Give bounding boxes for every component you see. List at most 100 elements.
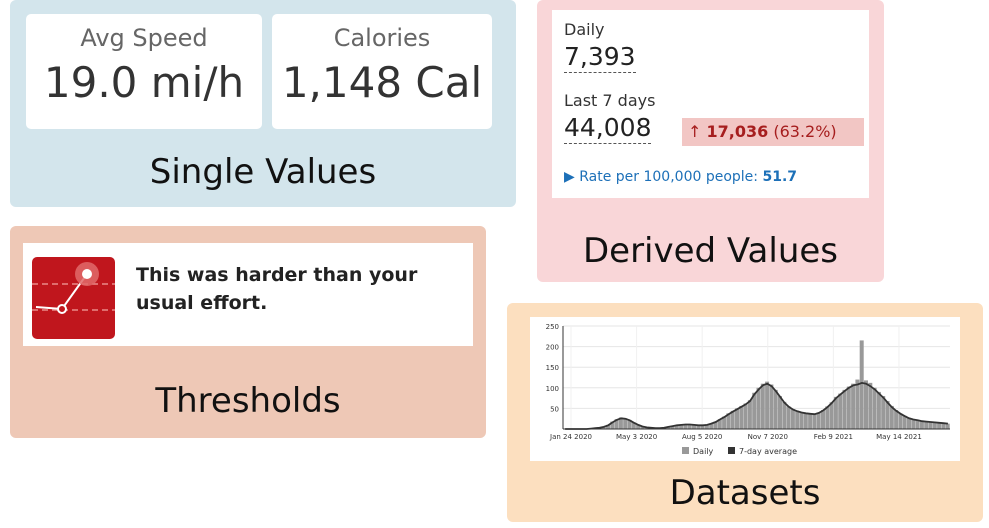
- daily-bar: [640, 426, 645, 429]
- change-value: 17,036: [706, 122, 769, 141]
- single-values-panel: Avg Speed 19.0 mi/h Calories 1,148 Cal S…: [10, 0, 516, 207]
- daily-label: Daily: [564, 20, 605, 39]
- derived-values-caption: Derived Values: [582, 231, 839, 271]
- daily-bar: [760, 383, 765, 429]
- daily-bar: [606, 424, 610, 429]
- daily-bar: [868, 382, 873, 429]
- daily-bar: [825, 406, 830, 429]
- daily-bar: [778, 396, 782, 429]
- daily-bar: [730, 410, 735, 429]
- daily-bar: [692, 424, 696, 429]
- daily-bar: [773, 389, 778, 429]
- daily-bar: [924, 421, 929, 429]
- y-tick-label: 200: [546, 344, 559, 352]
- daily-bar: [803, 413, 808, 429]
- daily-bar: [842, 389, 847, 429]
- x-tick-label: Feb 9 2021: [814, 433, 853, 441]
- daily-bar: [610, 421, 615, 429]
- x-tick-label: Jan 24 2020: [549, 433, 592, 441]
- daily-bar: [666, 426, 671, 429]
- datasets-caption: Datasets: [669, 473, 821, 513]
- daily-bar: [816, 412, 821, 429]
- daily-bar: [679, 424, 684, 429]
- daily-bar: [752, 392, 757, 429]
- daily-bar: [636, 424, 641, 429]
- y-tick-label: 100: [546, 385, 559, 393]
- rate-link[interactable]: ▶ Rate per 100,000 people: 51.7: [564, 169, 797, 185]
- last-7-days-value: 44,008: [564, 113, 652, 144]
- daily-bar: [674, 425, 679, 429]
- daily-bar: [885, 400, 890, 429]
- dataset-chart: 50 100 150 200 250 Jan 24 2020 May 3 2020 Aug 5…: [546, 323, 950, 456]
- avg-speed-value: 19.0 mi/h: [43, 58, 245, 107]
- daily-bar: [769, 384, 774, 429]
- daily-bar: [601, 426, 606, 429]
- daily-bar: [717, 419, 722, 429]
- daily-bar: [872, 387, 877, 429]
- daily-bar: [627, 419, 632, 429]
- daily-bar: [851, 383, 856, 429]
- daily-bar: [859, 340, 864, 429]
- daily-bar: [726, 413, 731, 429]
- expand-triangle-icon: ▶: [564, 169, 575, 185]
- y-tick-label: 250: [546, 323, 559, 331]
- daily-bar: [833, 396, 838, 429]
- daily-bar: [945, 423, 950, 429]
- daily-bar: [735, 408, 739, 429]
- x-tick-label: May 3 2020: [616, 433, 657, 441]
- daily-bar: [889, 405, 894, 429]
- up-arrow-icon: ↑: [688, 122, 702, 141]
- dataset-chart-card: 50 100 150 200 250 Jan 24 2020 May 3 2020 Aug 5…: [530, 317, 960, 461]
- rate-label: Rate per 100,000 people:: [579, 169, 759, 185]
- daily-bar: [704, 424, 709, 429]
- thresholds-caption: Thresholds: [155, 381, 341, 421]
- thresholds-panel: This was harder than your usual effort. …: [10, 226, 486, 438]
- avg-speed-card: Avg Speed 19.0 mi/h: [26, 14, 262, 129]
- daily-bar: [902, 415, 907, 429]
- derived-values-panel: Daily 7,393 Last 7 days 44,008 ↑ 17,036 …: [537, 0, 884, 282]
- derived-card: Daily 7,393 Last 7 days 44,008 ↑ 17,036 …: [552, 10, 869, 198]
- daily-bar: [876, 391, 881, 429]
- daily-bar: [670, 426, 675, 429]
- daily-bar: [782, 401, 787, 429]
- calories-label: Calories: [333, 24, 431, 52]
- daily-bar: [821, 410, 825, 429]
- last-7-days-label: Last 7 days: [564, 91, 656, 110]
- threshold-card: This was harder than your usual effort.: [23, 243, 473, 346]
- daily-bar: [623, 418, 628, 429]
- effort-threshold-icon: [32, 257, 115, 339]
- daily-bar: [937, 422, 942, 429]
- daily-bar: [687, 424, 692, 429]
- daily-value: 7,393: [564, 42, 636, 73]
- daily-bar: [739, 405, 744, 429]
- daily-bar: [614, 419, 619, 429]
- daily-bar: [795, 410, 800, 429]
- legend-label: Daily: [693, 447, 714, 456]
- y-tick-label: 50: [550, 405, 559, 413]
- daily-bar: [683, 424, 688, 429]
- daily-bar: [855, 379, 860, 429]
- legend-swatch: [728, 447, 735, 454]
- daily-bar: [808, 413, 813, 429]
- daily-bar: [898, 413, 903, 429]
- daily-bar: [907, 417, 911, 429]
- daily-bar: [911, 419, 916, 429]
- daily-bar: [786, 406, 791, 429]
- daily-bar: [713, 421, 718, 429]
- daily-bar: [881, 396, 886, 429]
- seven-day-average-line: [565, 381, 948, 430]
- daily-bar: [838, 393, 843, 429]
- calories-value: 1,148 Cal: [281, 58, 483, 107]
- daily-bar: [765, 381, 770, 429]
- change-percent: (63.2%): [773, 122, 837, 141]
- daily-bar: [722, 416, 727, 429]
- daily-bar: [799, 412, 804, 429]
- calories-card: Calories 1,148 Cal: [272, 14, 492, 129]
- daily-bar: [743, 403, 748, 429]
- daily-bar: [846, 386, 851, 429]
- daily-bar: [864, 380, 868, 429]
- daily-bar: [631, 422, 636, 429]
- daily-bar: [932, 422, 937, 429]
- x-tick-label: Aug 5 2020: [682, 433, 722, 441]
- single-values-caption: Single Values: [149, 152, 377, 192]
